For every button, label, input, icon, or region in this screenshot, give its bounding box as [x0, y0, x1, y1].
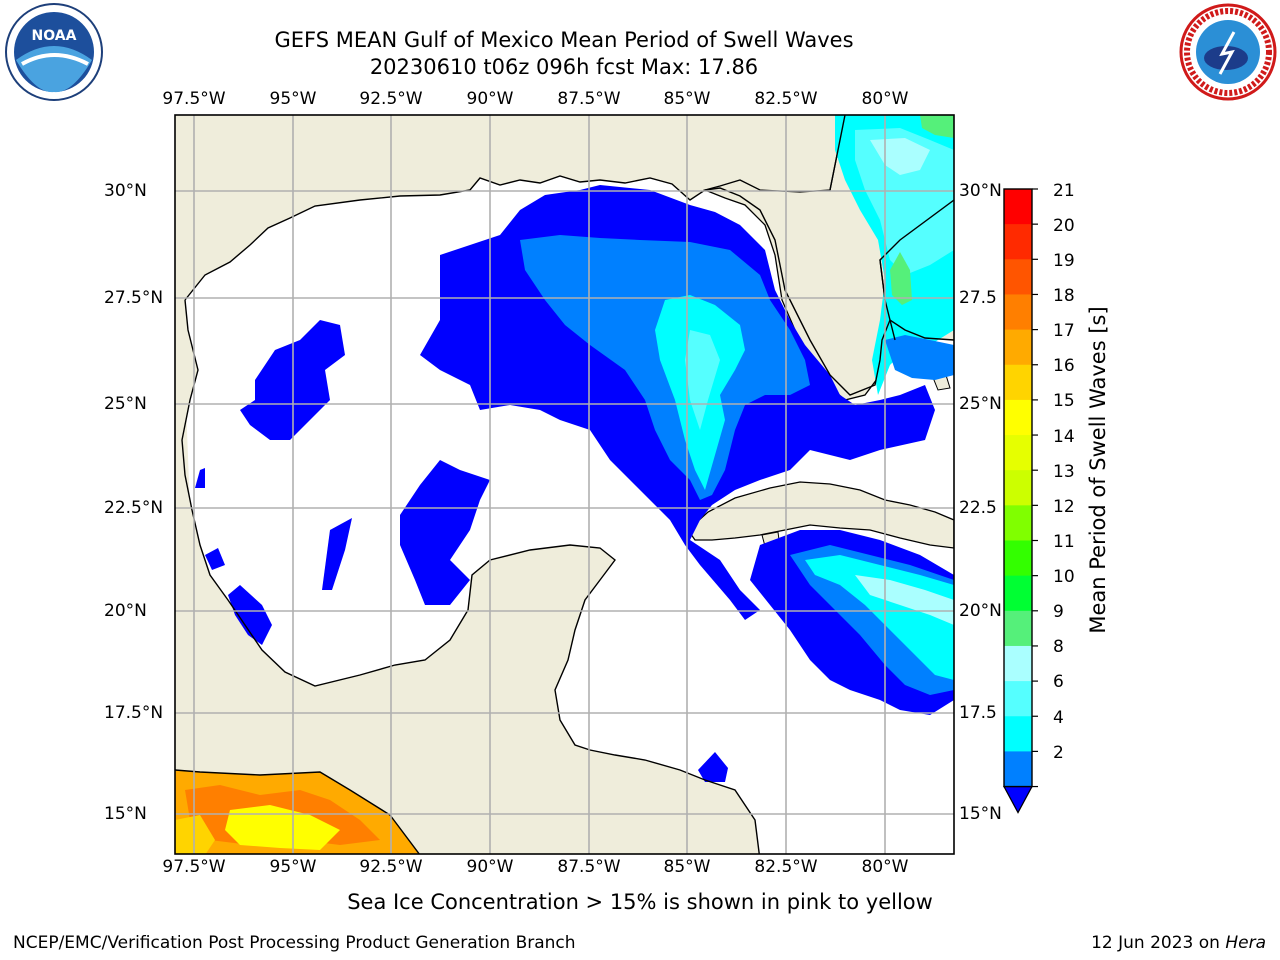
lon-tick-bottom: 85°W [663, 857, 711, 877]
lat-tick-left: 25°N [104, 394, 147, 414]
lon-tick-bottom: 82.5°W [754, 857, 818, 877]
colorbar-segment [1004, 259, 1032, 295]
lon-tick-bottom: 92.5°W [359, 857, 423, 877]
swell-period-field [175, 115, 954, 854]
colorbar-tick: 4 [1053, 708, 1064, 728]
colorbar [1002, 188, 1038, 814]
lon-tick-top: 90°W [466, 89, 514, 109]
lon-tick-top: 82.5°W [754, 89, 818, 109]
run-date: 12 Jun 2023 on Hera [1091, 933, 1266, 953]
colorbar-segment [1004, 610, 1032, 647]
lat-tick-left: 17.5°N [104, 703, 164, 723]
colorbar-segment [1004, 294, 1032, 331]
lon-tick-top: 85°W [663, 89, 711, 109]
nws-logo [1178, 2, 1278, 106]
colorbar-tick: 17 [1053, 321, 1075, 341]
colorbar-tick: 8 [1053, 637, 1064, 657]
colorbar-segment [1004, 399, 1032, 436]
colorbar-tick: 15 [1053, 391, 1075, 411]
lat-tick-right: 27.5 [959, 288, 997, 308]
lon-tick-top: 97.5°W [162, 89, 226, 109]
colorbar-segment [1004, 645, 1032, 682]
coastlines [175, 115, 954, 854]
date-text: 12 Jun 2023 on [1091, 933, 1220, 953]
lon-tick-top: 92.5°W [359, 89, 423, 109]
sea-ice-note: Sea Ice Concentration > 15% is shown in … [347, 890, 933, 914]
lon-tick-bottom: 90°W [466, 857, 514, 877]
map-frame [174, 114, 955, 855]
colorbar-frame [1003, 188, 1033, 788]
lat-tick-right: 25°N [959, 394, 1002, 414]
lat-tick-left: 20°N [104, 601, 147, 621]
host-name: Hera [1225, 933, 1266, 953]
colorbar-tick: 13 [1053, 462, 1075, 482]
lat-tick-right: 22.5 [959, 498, 997, 518]
lon-tick-bottom: 87.5°W [557, 857, 621, 877]
lon-tick-top: 95°W [269, 89, 317, 109]
lat-tick-left: 15°N [104, 804, 147, 824]
colorbar-tick: 20 [1053, 216, 1075, 236]
graticule [175, 115, 954, 854]
lon-tick-top: 80°W [861, 89, 909, 109]
lat-tick-left: 30°N [104, 181, 147, 201]
colorbar-tick: 19 [1053, 251, 1075, 271]
lon-tick-bottom: 80°W [861, 857, 909, 877]
colorbar-tick: 11 [1053, 532, 1075, 552]
chart-subtitle: 20230610 t06z 096h fcst Max: 17.86 [369, 55, 759, 79]
colorbar-tick: 12 [1053, 497, 1075, 517]
lat-tick-right: 30°N [959, 181, 1002, 201]
colorbar-segment [1004, 435, 1032, 471]
colorbar-segment [1004, 329, 1032, 366]
colorbar-segment [1004, 224, 1032, 260]
svg-text:NOAA: NOAA [32, 28, 77, 44]
lat-tick-right: 15°N [959, 804, 1002, 824]
colorbar-title: Mean Period of Swell Waves [s] [1086, 306, 1110, 634]
lat-tick-right: 20°N [959, 601, 1002, 621]
colorbar-tick: 6 [1053, 672, 1064, 692]
colorbar-tick: 21 [1053, 181, 1075, 201]
noaa-logo: NOAA [2, 2, 106, 110]
cuba [687, 481, 954, 549]
lat-tick-right: 17.5 [959, 703, 997, 723]
colorbar-segment [1004, 716, 1032, 752]
colorbar-extend-arrow [1002, 785, 1034, 814]
lat-tick-left: 22.5°N [104, 498, 164, 518]
colorbar-segment [1004, 364, 1032, 401]
colorbar-segment [1004, 575, 1032, 612]
lon-tick-top: 87.5°W [557, 89, 621, 109]
chart-title: GEFS MEAN Gulf of Mexico Mean Period of … [274, 28, 854, 52]
lon-tick-bottom: 95°W [269, 857, 317, 877]
colorbar-segment [1004, 751, 1032, 788]
colorbar-segment [1004, 189, 1032, 225]
colorbar-tick: 2 [1053, 743, 1064, 763]
colorbar-segment [1004, 505, 1032, 541]
colorbar-segment [1004, 540, 1032, 577]
colorbar-segment [1004, 470, 1032, 506]
lon-tick-bottom: 97.5°W [162, 857, 226, 877]
colorbar-tick: 14 [1053, 427, 1075, 447]
colorbar-tick: 16 [1053, 356, 1075, 376]
credit-text: NCEP/EMC/Verification Post Processing Pr… [13, 933, 576, 953]
colorbar-tick: 10 [1053, 567, 1075, 587]
lat-tick-left: 27.5°N [104, 288, 164, 308]
colorbar-tick: 18 [1053, 286, 1075, 306]
colorbar-tick: 9 [1053, 602, 1064, 622]
colorbar-segment [1004, 681, 1032, 717]
